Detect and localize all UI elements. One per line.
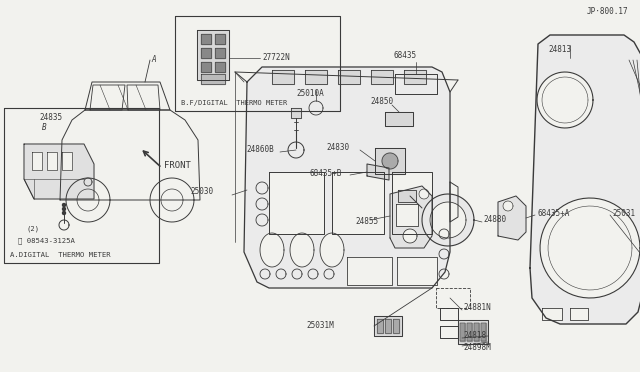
Polygon shape: [540, 198, 640, 298]
Text: 68435: 68435: [393, 51, 416, 61]
Text: 25031: 25031: [612, 208, 635, 218]
Text: 25010A: 25010A: [296, 90, 324, 99]
Polygon shape: [269, 172, 324, 234]
Polygon shape: [62, 152, 72, 170]
Polygon shape: [63, 212, 65, 215]
Text: 68435+A: 68435+A: [537, 208, 570, 218]
Polygon shape: [481, 323, 486, 341]
Polygon shape: [542, 308, 562, 320]
Polygon shape: [458, 320, 488, 344]
Text: 24860B: 24860B: [246, 145, 274, 154]
Polygon shape: [24, 144, 94, 199]
Polygon shape: [390, 186, 432, 248]
Text: 24881N: 24881N: [463, 304, 491, 312]
Text: B.F/DIGITAL  THERMO METER: B.F/DIGITAL THERMO METER: [181, 100, 287, 106]
Polygon shape: [396, 204, 418, 226]
Polygon shape: [419, 189, 429, 199]
Polygon shape: [338, 70, 360, 84]
Polygon shape: [382, 153, 398, 169]
Text: 25031M: 25031M: [306, 321, 333, 330]
Text: 24835: 24835: [39, 113, 62, 122]
Polygon shape: [272, 70, 294, 84]
Polygon shape: [305, 70, 327, 84]
Polygon shape: [503, 201, 513, 211]
Polygon shape: [397, 257, 437, 285]
Polygon shape: [63, 208, 65, 211]
Text: 24818: 24818: [463, 330, 486, 340]
Polygon shape: [347, 257, 392, 285]
Polygon shape: [393, 319, 399, 333]
Polygon shape: [375, 148, 405, 174]
Polygon shape: [570, 308, 588, 320]
Polygon shape: [530, 35, 640, 324]
Text: 68435+B: 68435+B: [310, 169, 342, 177]
Polygon shape: [215, 48, 225, 58]
Polygon shape: [244, 67, 450, 288]
Text: B: B: [42, 124, 47, 132]
Polygon shape: [320, 233, 344, 267]
Polygon shape: [422, 194, 474, 246]
Polygon shape: [332, 172, 384, 234]
Text: 24898M: 24898M: [463, 343, 491, 353]
Text: 25030: 25030: [190, 187, 213, 196]
Polygon shape: [474, 323, 479, 341]
Polygon shape: [404, 70, 426, 84]
Polygon shape: [392, 172, 432, 234]
Polygon shape: [498, 196, 526, 240]
Polygon shape: [215, 34, 225, 44]
Polygon shape: [201, 34, 211, 44]
Text: 24880: 24880: [483, 215, 506, 224]
Polygon shape: [371, 70, 393, 84]
Text: JP·800.17: JP·800.17: [586, 7, 628, 16]
Polygon shape: [374, 316, 402, 336]
Polygon shape: [201, 62, 211, 72]
Polygon shape: [291, 108, 301, 118]
Polygon shape: [47, 152, 57, 170]
Polygon shape: [260, 233, 284, 267]
Polygon shape: [377, 319, 383, 333]
Polygon shape: [385, 112, 413, 126]
Text: (2): (2): [26, 226, 39, 232]
Polygon shape: [537, 72, 593, 128]
Text: 27722N: 27722N: [262, 54, 290, 62]
Text: 24830: 24830: [326, 144, 349, 153]
Text: 24855: 24855: [355, 218, 378, 227]
Polygon shape: [430, 202, 466, 238]
Polygon shape: [398, 190, 416, 202]
Polygon shape: [201, 74, 225, 84]
Polygon shape: [197, 30, 229, 80]
Polygon shape: [403, 229, 417, 243]
Polygon shape: [467, 323, 472, 341]
Text: FRONT: FRONT: [164, 161, 191, 170]
Polygon shape: [385, 319, 391, 333]
Text: 24813: 24813: [548, 45, 571, 55]
Text: Ⓢ 08543-3125A: Ⓢ 08543-3125A: [18, 238, 75, 244]
Polygon shape: [215, 62, 225, 72]
Polygon shape: [460, 323, 465, 341]
Polygon shape: [201, 48, 211, 58]
Polygon shape: [290, 233, 314, 267]
Polygon shape: [32, 152, 42, 170]
Text: A: A: [151, 55, 156, 64]
Polygon shape: [367, 164, 389, 180]
Text: A.DIGITAL  THERMO METER: A.DIGITAL THERMO METER: [10, 252, 111, 258]
Polygon shape: [63, 203, 65, 206]
Text: 24850: 24850: [370, 97, 393, 106]
